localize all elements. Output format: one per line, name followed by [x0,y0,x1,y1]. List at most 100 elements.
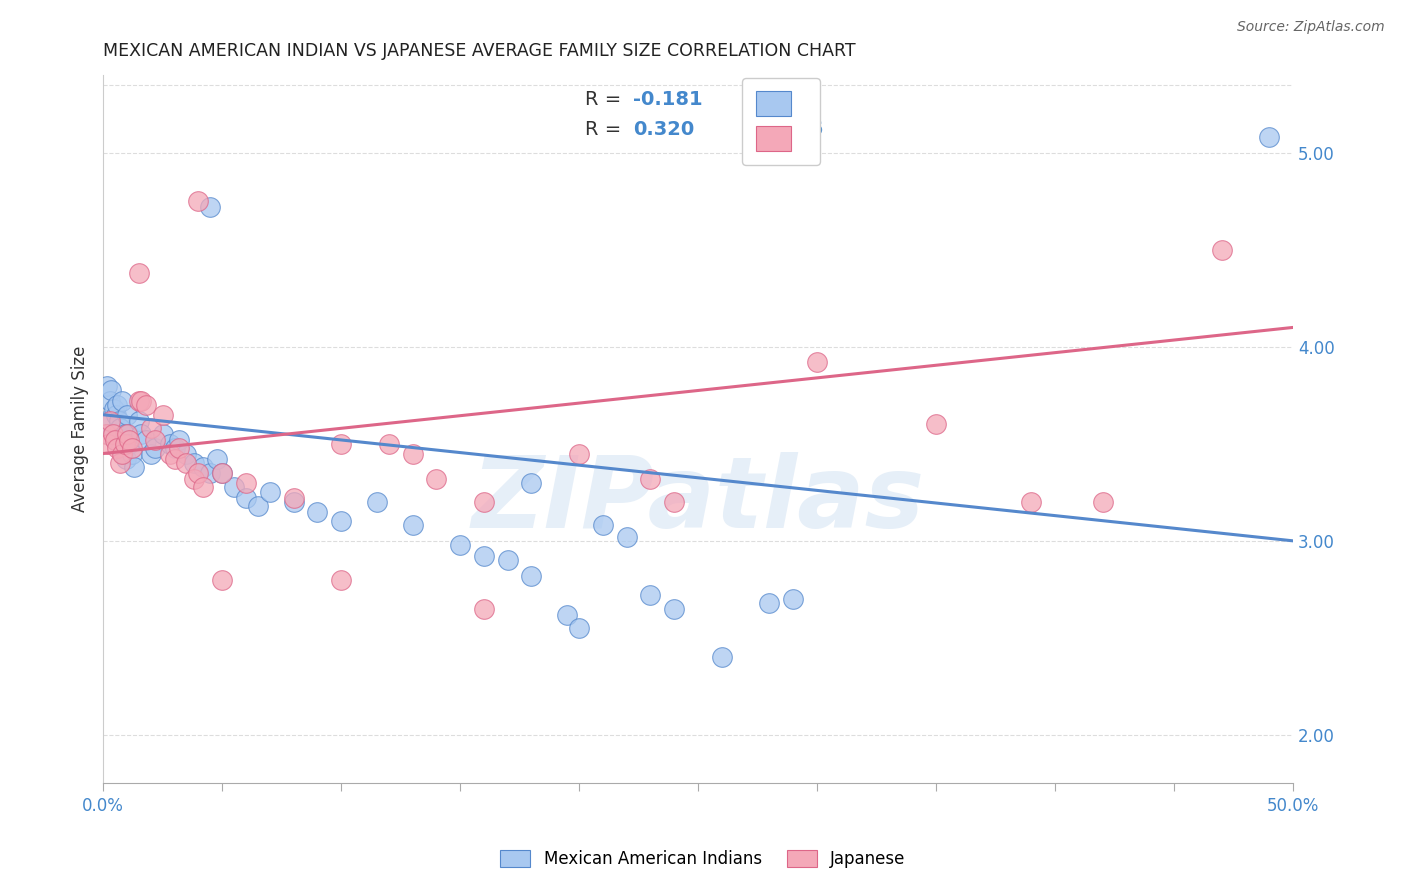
Text: 46: 46 [796,120,823,139]
Point [664,495,686,509]
Text: ZIPatlas: ZIPatlas [471,451,925,549]
Point [104,433,127,447]
Point [283,491,305,505]
Point [782,592,804,607]
Legend: , : , [742,78,820,165]
Point [169,433,191,447]
Text: 0.320: 0.320 [633,120,695,139]
Point [191,479,214,493]
Point [139,421,162,435]
Point [401,446,423,460]
Point [187,194,209,209]
Point [163,441,186,455]
Point [94,427,117,442]
Point [200,466,222,480]
Point [330,437,353,451]
Point [169,441,191,455]
Point [104,433,127,447]
Point [97,437,120,451]
Point [152,408,174,422]
Point [96,378,118,392]
Point [330,515,353,529]
Point [449,538,471,552]
Point [640,588,662,602]
Point [122,460,145,475]
Point [568,446,591,460]
Point [664,601,686,615]
Point [1091,495,1114,509]
Text: -0.181: -0.181 [633,90,702,109]
Point [115,427,138,442]
Point [145,433,167,447]
Point [118,437,141,451]
Point [758,596,780,610]
Point [235,475,257,490]
Point [100,383,122,397]
Point [259,485,281,500]
Point [211,466,233,480]
Point [103,401,125,416]
Point [163,452,186,467]
Point [128,413,150,427]
Point [115,408,138,422]
Point [183,456,205,470]
Point [108,456,131,470]
Point [107,441,129,455]
Point [105,408,128,422]
Point [110,441,132,455]
Point [616,530,638,544]
Text: 61: 61 [796,90,823,109]
Point [200,200,222,214]
Point [207,452,229,467]
Text: N =: N = [752,90,789,109]
Point [129,394,152,409]
Point [98,394,121,409]
Point [97,427,120,442]
Point [139,446,162,460]
Point [806,355,828,369]
Point [246,499,269,513]
Point [108,421,131,435]
Point [112,446,135,460]
Point [472,601,495,615]
Point [1258,130,1281,145]
Point [114,427,136,442]
Point [107,398,129,412]
Point [101,427,124,442]
Point [117,427,139,442]
Point [330,573,353,587]
Point [128,394,150,409]
Y-axis label: Average Family Size: Average Family Size [72,346,89,513]
Point [135,433,157,447]
Point [1019,495,1042,509]
Point [472,549,495,564]
Point [366,495,388,509]
Point [520,475,543,490]
Text: R =: R = [585,90,627,109]
Point [176,446,198,460]
Point [710,650,733,665]
Point [128,266,150,280]
Point [145,441,167,455]
Point [129,427,152,442]
Point [377,437,399,451]
Point [94,413,117,427]
Point [114,437,136,451]
Point [520,568,543,582]
Point [159,446,181,460]
Point [107,413,129,427]
Point [425,472,447,486]
Legend: Mexican American Indians, Japanese: Mexican American Indians, Japanese [492,842,914,877]
Point [555,607,578,622]
Point [187,466,209,480]
Point [114,452,136,467]
Point [211,466,233,480]
Point [640,472,662,486]
Point [101,427,124,442]
Point [472,495,495,509]
Point [98,413,121,427]
Point [592,518,614,533]
Point [283,495,305,509]
Point [235,491,257,505]
Point [183,472,205,486]
